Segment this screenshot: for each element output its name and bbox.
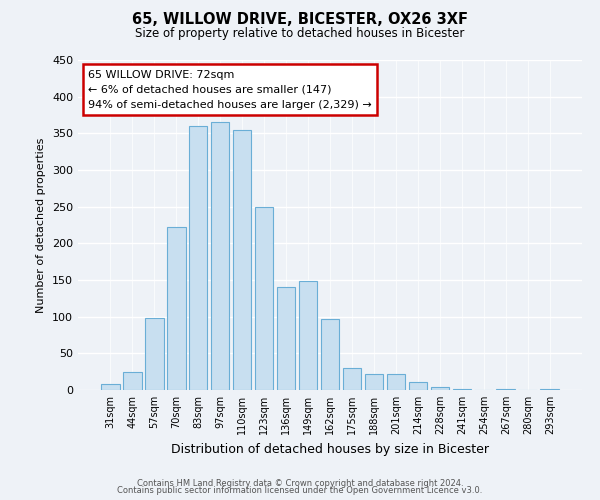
Text: 65 WILLOW DRIVE: 72sqm
← 6% of detached houses are smaller (147)
94% of semi-det: 65 WILLOW DRIVE: 72sqm ← 6% of detached … <box>88 70 372 110</box>
Bar <box>320 319 340 390</box>
Bar <box>541 388 559 390</box>
Bar <box>145 318 164 390</box>
Text: Size of property relative to detached houses in Bicester: Size of property relative to detached ho… <box>136 28 464 40</box>
Bar <box>277 288 295 390</box>
Bar <box>101 384 119 390</box>
Text: Contains HM Land Registry data © Crown copyright and database right 2024.: Contains HM Land Registry data © Crown c… <box>137 478 463 488</box>
Bar <box>431 387 449 390</box>
X-axis label: Distribution of detached houses by size in Bicester: Distribution of detached houses by size … <box>171 442 489 456</box>
Bar <box>409 382 427 390</box>
Bar <box>386 374 405 390</box>
Bar <box>496 388 515 390</box>
Bar <box>365 374 383 390</box>
Y-axis label: Number of detached properties: Number of detached properties <box>37 138 46 312</box>
Text: 65, WILLOW DRIVE, BICESTER, OX26 3XF: 65, WILLOW DRIVE, BICESTER, OX26 3XF <box>132 12 468 28</box>
Bar <box>299 282 317 390</box>
Bar <box>211 122 229 390</box>
Bar <box>189 126 208 390</box>
Bar <box>123 372 142 390</box>
Bar <box>343 368 361 390</box>
Bar <box>233 130 251 390</box>
Bar <box>452 388 471 390</box>
Bar <box>255 206 274 390</box>
Bar <box>167 227 185 390</box>
Text: Contains public sector information licensed under the Open Government Licence v3: Contains public sector information licen… <box>118 486 482 495</box>
